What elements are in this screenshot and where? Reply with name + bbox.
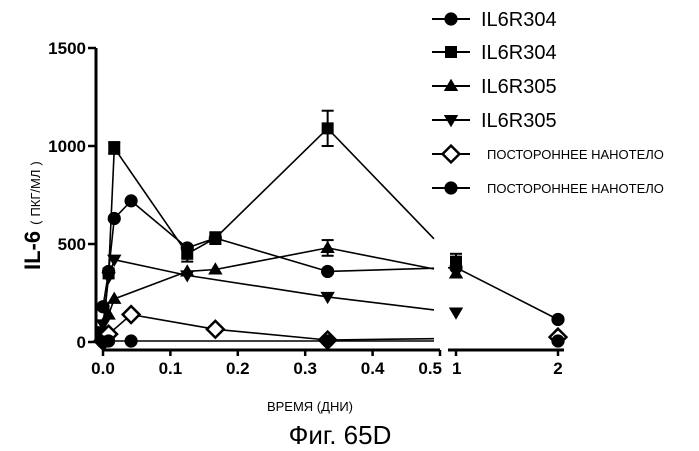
legend-label: ПОСТОРОННЕЕ НАНОТЕЛО (487, 147, 664, 162)
data-point (209, 232, 221, 244)
series-3 (96, 255, 463, 332)
legend-item: IL6R305 (432, 110, 557, 132)
data-point (125, 334, 138, 347)
series-5 (96, 334, 564, 348)
series-line (328, 297, 434, 310)
series-line (328, 268, 434, 271)
x-tick-label: 2 (553, 359, 562, 378)
data-point (321, 334, 334, 347)
legend-label: IL6R305 (481, 110, 557, 132)
legend-item: IL6R304 (432, 9, 557, 31)
legend-marker (444, 181, 457, 194)
data-point (102, 334, 115, 347)
data-point (450, 256, 462, 268)
x-tick-label: 0.4 (361, 359, 385, 378)
legend-marker (444, 115, 458, 127)
x-axis-label: ВРЕМЯ (ДНИ) (267, 399, 353, 414)
y-tick-label: 0 (77, 333, 86, 352)
x-tick-label: 0.0 (91, 359, 115, 378)
data-point (449, 308, 463, 320)
data-point (125, 194, 138, 207)
legend-item: IL6R305 (432, 76, 557, 98)
legend: IL6R304 IL6R304 IL6R305 IL6R305 ПОСТОРОННЕЕ … (432, 9, 664, 196)
x-tick-label: 0.2 (226, 359, 250, 378)
legend-label: IL6R305 (481, 76, 557, 98)
legend-item: ПОСТОРОННЕЕ НАНОТЕЛО (432, 181, 664, 196)
legend-label: ПОСТОРОННЕЕ НАНОТЕЛО (487, 181, 664, 196)
data-point (207, 321, 224, 338)
legend-marker (443, 146, 460, 163)
legend-label: IL6R304 (481, 9, 557, 31)
y-axis-label: IL-6 (20, 231, 45, 270)
data-point (321, 265, 334, 278)
legend-marker (445, 46, 457, 58)
data-point (181, 248, 193, 260)
series-line (328, 128, 434, 238)
series-2 (96, 240, 463, 335)
series-line (328, 248, 434, 269)
series-line (328, 339, 434, 340)
data-point (551, 334, 564, 347)
data-point (551, 313, 564, 326)
y-tick-label: 1000 (48, 137, 86, 156)
legend-label: IL6R304 (481, 42, 557, 64)
x-tick-label: 0.1 (159, 359, 183, 378)
data-point (108, 142, 120, 154)
series-1 (97, 111, 462, 338)
y-axis-title: IL-6(ПКГ/МЛ) (20, 161, 45, 270)
x-tick-label: 0.3 (293, 359, 317, 378)
legend-item: ПОСТОРОННЕЕ НАНОТЕЛО (432, 146, 664, 163)
y-axis-unit: ПКГ/МЛ (28, 170, 43, 217)
figure-caption: Фиг. 65D (289, 420, 392, 450)
data-point (322, 122, 334, 134)
y-tick-label: 500 (58, 235, 86, 254)
x-tick-label: 0.5 (418, 359, 442, 378)
data-point (108, 212, 121, 225)
legend-marker (444, 12, 457, 25)
x-tick-label: 1 (452, 359, 461, 378)
series-0 (96, 194, 564, 326)
series-line (103, 128, 328, 332)
series-line (448, 268, 558, 320)
svg-text:IL-6(ПКГ/МЛ): IL-6(ПКГ/МЛ) (20, 161, 45, 270)
y-tick-label: 1500 (48, 39, 86, 58)
legend-item: IL6R304 (432, 42, 557, 64)
legend-marker (444, 79, 458, 91)
data-point (320, 241, 334, 253)
